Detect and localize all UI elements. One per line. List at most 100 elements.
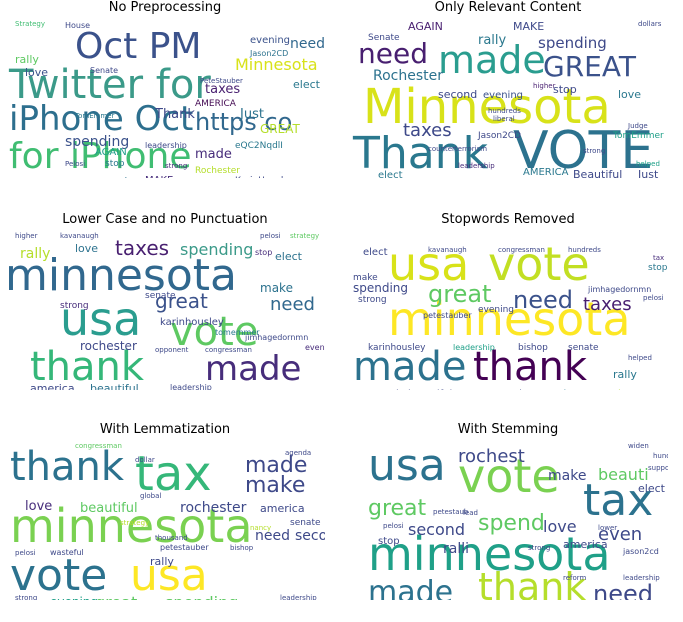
cloud-word: GREAT (543, 50, 637, 83)
cloud-word: Pelosi (65, 160, 85, 168)
cloud-word: need (270, 294, 315, 315)
cloud-word: make (353, 273, 378, 283)
panel-lower-case: Lower Case and no Punctuation minnesota u… (0, 212, 330, 412)
cloud-word: evening (50, 595, 98, 600)
cloud-word: petestaub (433, 508, 469, 516)
cloud-word: minnesota (10, 499, 253, 553)
cloud-word: ralli (443, 541, 469, 557)
cloud-word: AGAIN (95, 147, 127, 158)
cloud-word: make (260, 281, 293, 295)
cloud-word: vote (458, 449, 560, 503)
cloud-word: Strategy (15, 20, 45, 28)
cloud-word: great (368, 496, 427, 521)
cloud-word: strategy (120, 519, 149, 527)
cloud-word: tomemmer (215, 328, 260, 337)
cloud-word: made (205, 349, 301, 389)
cloud-word: rally (478, 33, 507, 48)
cloud-word: Twitter for (8, 62, 211, 108)
cloud-word: MAKE (145, 175, 173, 178)
cloud-word: stop (105, 159, 125, 169)
cloud-word: leadership (458, 162, 495, 170)
cloud-word: Just (239, 107, 264, 122)
cloud-word: Judge (627, 122, 648, 130)
cloud-word: wasteful (50, 548, 84, 557)
cloud-word: senate (568, 343, 599, 353)
cloud-word: MAKE (513, 20, 544, 33)
cloud-word: stop (553, 83, 577, 96)
cloud-word: TomEmmer (74, 112, 115, 120)
cloud-word: rochester (180, 500, 247, 516)
cloud-word: Thank (154, 107, 195, 122)
cloud-word: jimhagedornmn (244, 333, 308, 342)
cloud-word: evening (250, 35, 290, 46)
cloud-word: usa (130, 550, 208, 600)
cloud-word: love (618, 88, 641, 101)
panel-only-relevant-content: Only Relevant Content Minnesota VOTE made T… (343, 0, 673, 200)
cloud-word: stop (378, 536, 400, 547)
cloud-word: PeteStauber (200, 77, 243, 85)
cloud-word: vote (10, 550, 107, 600)
cloud-word: taxes (205, 82, 240, 97)
cloud-word: Beautiful (573, 168, 622, 178)
cloud-word: AMERICA (195, 99, 237, 109)
cloud-word: usa (388, 237, 469, 291)
cloud-word: made (195, 147, 232, 162)
cloud-word: need (593, 580, 653, 600)
cloud-word: love (618, 389, 639, 390)
panel-title: With Lemmatization (99, 422, 231, 437)
cloud-word: support (648, 464, 668, 472)
cloud-word: usa (368, 440, 446, 491)
cloud-word: usa (60, 292, 141, 346)
cloud-word: Rochester (195, 166, 240, 176)
cloud-word: made (245, 453, 307, 478)
panel-title: Stopwords Removed (441, 212, 575, 227)
cloud-word: taxes (403, 120, 452, 141)
cloud-word: need (290, 36, 325, 52)
cloud-word: bishop (230, 544, 254, 552)
cloud-word: helped (636, 160, 660, 168)
cloud-word: leadership (280, 594, 317, 600)
cloud-word: strong (60, 301, 89, 311)
cloud-word: Minnesota (235, 55, 318, 74)
cloud-word: spending (353, 281, 408, 295)
cloud-word: taxes (115, 236, 169, 260)
cloud-word: karinhousley (160, 317, 224, 328)
cloud-word: pelosi (260, 232, 281, 240)
cloud-word: lead (463, 509, 478, 517)
cloud-word: TomEmmer (612, 131, 664, 141)
cloud-word: love (25, 499, 52, 514)
cloud-word: Rochester (373, 68, 443, 84)
cloud-word: hundr (653, 452, 668, 460)
cloud-word: strong (15, 594, 37, 600)
cloud-word: congressman (205, 346, 252, 354)
cloud-word: for iPhone (9, 136, 191, 177)
cloud-word: Just (637, 168, 659, 178)
cloud-word: minnesota (5, 250, 237, 301)
cloud-word: higher (533, 82, 556, 90)
cloud-word: strategy (290, 232, 319, 240)
cloud-word: made (368, 575, 453, 600)
panel-title: Lower Case and no Punctuation (62, 212, 268, 227)
cloud-word: america (260, 502, 305, 515)
cloud-word: bishop (518, 343, 548, 353)
cloud-word: beauti (598, 465, 649, 484)
cloud-word: GREAT (260, 122, 300, 136)
cloud-word: iPhone Oct (9, 99, 193, 139)
cloud-word: beautiful (90, 382, 139, 390)
cloud-word: rally (150, 555, 174, 568)
cloud-word: second (95, 177, 127, 178)
cloud-word: strong (358, 295, 387, 305)
cloud-word: leadership (170, 383, 212, 390)
cloud-word: lower (598, 524, 617, 532)
cloud-word: thank (10, 444, 125, 490)
cloud-word: House (65, 21, 90, 30)
cloud-word: second (295, 528, 325, 544)
cloud-word: rally (15, 53, 39, 66)
panel-lemmatization: With Lemmatization thank tax minnesota vote… (0, 422, 330, 622)
cloud-word: congressman (498, 246, 545, 254)
panel-stemming: With Stemming usa vote tax minnesota made tha… (343, 422, 673, 622)
cloud-word: spending (538, 34, 607, 52)
